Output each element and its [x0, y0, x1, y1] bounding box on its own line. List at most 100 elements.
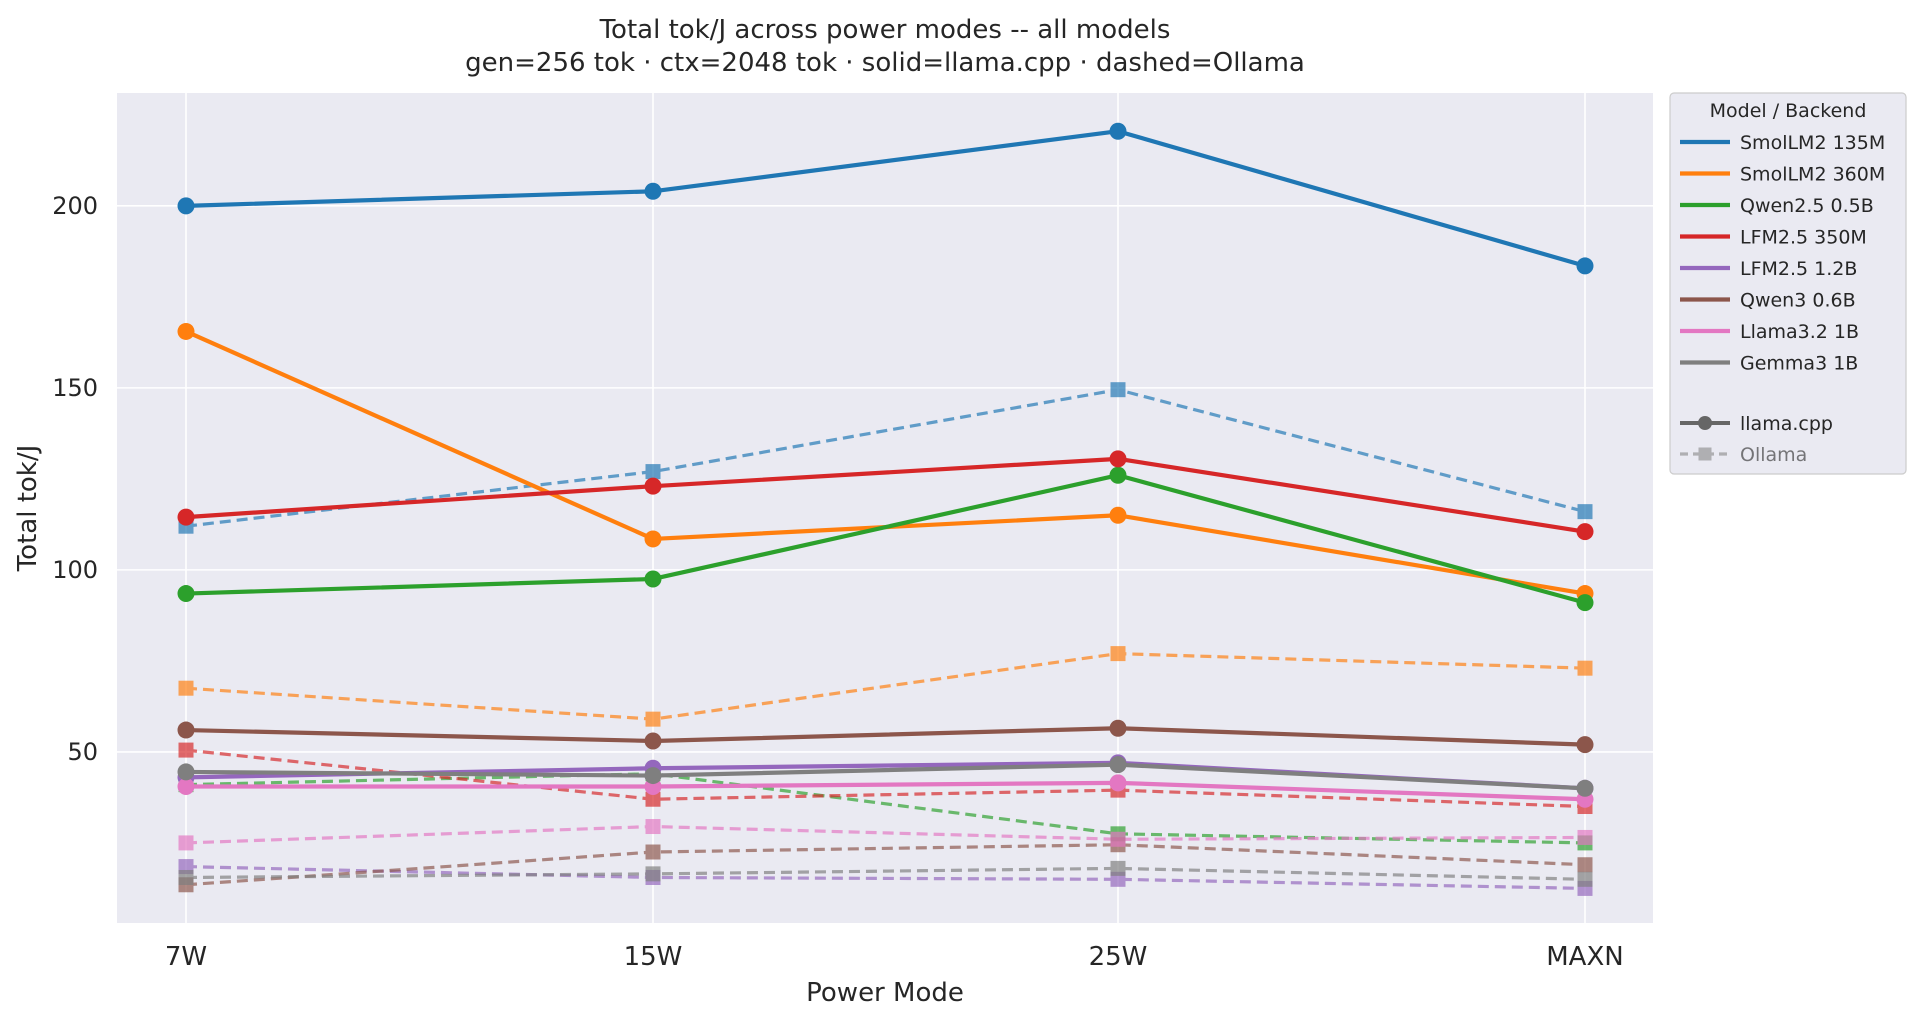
ollama-point — [178, 680, 194, 696]
llama-cpp-point — [644, 477, 662, 495]
ollama-point — [178, 742, 194, 758]
ollama-point — [1577, 857, 1593, 873]
series-llama-cpp-qwen3-0-6b — [177, 719, 1594, 754]
llama-cpp-point — [177, 197, 195, 215]
llama-cpp-point — [1576, 594, 1594, 612]
legend-entry-llama-cpp: llama.cpp — [1680, 413, 1833, 435]
legend-entry-lfm2-5-1-2b: LFM2.5 1.2B — [1680, 258, 1857, 280]
series-ollama-smollm2-360m — [178, 646, 1593, 727]
ollama-point — [178, 835, 194, 851]
x-tick-label: 15W — [624, 942, 683, 972]
x-tick-label: 25W — [1089, 942, 1148, 972]
llama-cpp-point — [644, 767, 662, 785]
ollama-point — [645, 711, 661, 727]
legend-entry-ollama: Ollama — [1680, 444, 1807, 466]
ollama-point — [1110, 646, 1126, 662]
series-ollama-smollm2-135m — [178, 382, 1593, 534]
y-tick-label: 50 — [67, 738, 98, 766]
ollama-point — [645, 844, 661, 860]
legend-label: LFM2.5 1.2B — [1740, 258, 1857, 280]
llama-cpp-point — [1109, 756, 1127, 774]
ollama-point — [645, 819, 661, 835]
llama-cpp-line — [185, 473, 1586, 605]
ollama-line — [185, 772, 1586, 845]
x-tick-labels: 7W 15W 25W MAXN — [165, 942, 1624, 972]
ollama-line — [185, 652, 1586, 721]
ollama-point — [1577, 829, 1593, 845]
ollama-point — [1110, 831, 1126, 847]
ollama-point — [645, 464, 661, 480]
legend-entry-gemma3-1b: Gemma3 1B — [1680, 353, 1858, 375]
legend-label: Qwen3 0.6B — [1740, 290, 1856, 312]
llama-cpp-series-group — [177, 122, 1594, 808]
series-ollama-llama3-2-1b — [178, 819, 1593, 851]
ollama-point — [645, 791, 661, 807]
y-tick-label: 200 — [52, 192, 98, 220]
llama-cpp-line — [185, 129, 1586, 268]
llama-cpp-point — [177, 585, 195, 603]
legend-title: Model / Backend — [1710, 100, 1867, 122]
llama-cpp-line — [185, 726, 1586, 747]
legend-marker — [1698, 447, 1712, 461]
llama-cpp-point — [1576, 523, 1594, 541]
series-llama-cpp-qwen2-5-0-5b — [177, 466, 1594, 612]
ollama-line — [185, 748, 1586, 809]
llama-cpp-line — [185, 456, 1586, 534]
llama-cpp-line — [186, 780, 1586, 802]
ollama-point — [1577, 871, 1593, 887]
llama-cpp-point — [1109, 506, 1127, 524]
llama-cpp-point — [177, 763, 195, 781]
legend-marker — [1698, 416, 1712, 430]
x-tick-label: MAXN — [1546, 942, 1623, 972]
llama-cpp-point — [177, 777, 195, 795]
x-axis-label: Power Mode — [806, 978, 964, 1008]
ollama-point — [1577, 660, 1593, 676]
ollama-line — [185, 388, 1586, 528]
legend-label: Qwen2.5 0.5B — [1740, 195, 1874, 217]
legend-entry-smollm2-360m: SmolLM2 360M — [1680, 164, 1885, 186]
llama-cpp-point — [1109, 450, 1127, 468]
legend-label: SmolLM2 135M — [1740, 132, 1885, 154]
llama-cpp-line — [185, 762, 1586, 791]
llama-cpp-point — [644, 530, 662, 548]
llama-cpp-point — [644, 182, 662, 200]
series-ollama-gemma3-1b — [178, 860, 1593, 887]
llama-cpp-point — [1109, 719, 1127, 737]
ollama-point — [178, 869, 194, 885]
chart-subtitle: gen=256 tok · ctx=2048 tok · solid=llama… — [465, 48, 1305, 78]
legend-entry-llama3-2-1b: Llama3.2 1B — [1680, 321, 1859, 343]
llama-cpp-point — [1576, 257, 1594, 275]
legend-entry-qwen2-5-0-5b: Qwen2.5 0.5B — [1680, 195, 1874, 217]
ollama-point — [1577, 504, 1593, 520]
series-llama-cpp-gemma3-1b — [177, 756, 1594, 797]
ollama-line — [185, 824, 1586, 845]
chart-title: Total tok/J across power modes -- all mo… — [599, 15, 1171, 45]
llama-cpp-point — [1109, 774, 1127, 792]
legend-backend-entries: llama.cpp Ollama — [1680, 413, 1833, 466]
ollama-point — [645, 866, 661, 882]
legend: Model / Backend SmolLM2 135M SmolLM2 360M… — [1669, 92, 1907, 475]
y-axis-label: Total tok/J — [13, 445, 43, 573]
ollama-point — [1110, 860, 1126, 876]
legend-label: Gemma3 1B — [1740, 353, 1858, 375]
llama-cpp-point — [1109, 122, 1127, 140]
llama-cpp-point — [177, 721, 195, 739]
llama-cpp-point — [644, 570, 662, 588]
legend-entry-smollm2-135m: SmolLM2 135M — [1680, 132, 1885, 154]
x-tick-label: 7W — [165, 942, 207, 972]
ollama-line — [185, 866, 1586, 881]
ollama-line — [185, 864, 1586, 891]
legend-entry-lfm2-5-350m: LFM2.5 350M — [1680, 227, 1867, 249]
legend-frame — [1669, 92, 1907, 475]
ollama-series-group — [178, 382, 1593, 896]
llama-cpp-point — [177, 508, 195, 526]
llama-cpp-point — [1109, 466, 1127, 484]
legend-label: SmolLM2 360M — [1740, 164, 1885, 186]
y-tick-label: 100 — [52, 556, 98, 584]
llama-cpp-point — [1576, 736, 1594, 754]
llama-cpp-point — [1576, 779, 1594, 797]
series-llama-cpp-smollm2-135m — [177, 122, 1594, 275]
legend-label: LFM2.5 350M — [1740, 227, 1867, 249]
